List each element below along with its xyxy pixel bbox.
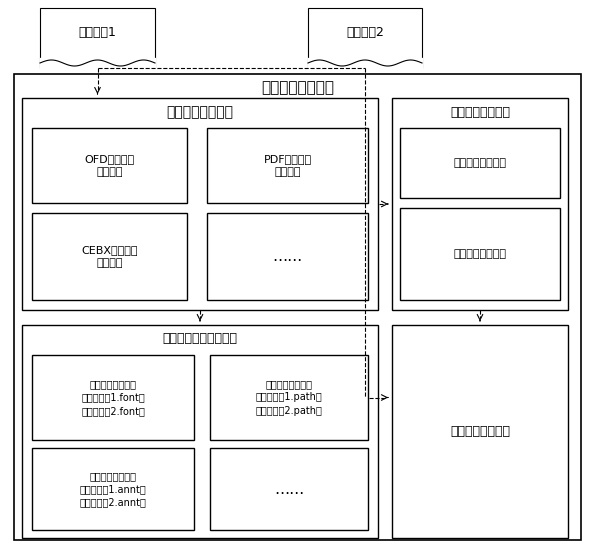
- Text: 版式文档1: 版式文档1: [79, 26, 117, 39]
- Text: PDF文档元素
提取引擎: PDF文档元素 提取引擎: [264, 154, 312, 177]
- Bar: [210, 355, 368, 440]
- Text: 文档元素对比模块: 文档元素对比模块: [450, 106, 510, 118]
- Text: 文字对象描述文件
（版式文档1.annt）
（版式文档2.annt）: 文字对象描述文件 （版式文档1.annt） （版式文档2.annt）: [80, 471, 146, 507]
- Text: OFD文档元素
提取引擎: OFD文档元素 提取引擎: [84, 154, 134, 177]
- Text: 元素对象统一抽象描述: 元素对象统一抽象描述: [162, 333, 237, 345]
- Bar: [210, 448, 368, 530]
- Bar: [400, 128, 560, 198]
- Text: 文字对象描述文件
（版式文档1.path）
（版式文档2.path）: 文字对象描述文件 （版式文档1.path） （版式文档2.path）: [256, 379, 322, 416]
- Text: ……: ……: [273, 249, 303, 264]
- Text: 文档元素提取模块: 文档元素提取模块: [167, 105, 233, 119]
- Text: 版式文档2: 版式文档2: [346, 26, 384, 39]
- Bar: [22, 98, 378, 310]
- Text: CEBX文档元素
提取引擎: CEBX文档元素 提取引擎: [82, 245, 138, 268]
- Text: 版式文档对比装置: 版式文档对比装置: [261, 81, 334, 95]
- Bar: [392, 98, 568, 310]
- Bar: [32, 448, 194, 530]
- Bar: [400, 208, 560, 300]
- Text: ……: ……: [274, 482, 304, 496]
- Text: 文档内容差异报告: 文档内容差异报告: [450, 425, 510, 438]
- Bar: [32, 128, 187, 203]
- Bar: [22, 325, 378, 538]
- Bar: [392, 325, 568, 538]
- Bar: [32, 213, 187, 300]
- Bar: [308, 8, 422, 68]
- Bar: [32, 355, 194, 440]
- Text: 文档元素比对算法: 文档元素比对算法: [453, 249, 506, 259]
- Text: 文档元素比对规则: 文档元素比对规则: [453, 158, 506, 168]
- Bar: [207, 128, 368, 203]
- Bar: [14, 74, 581, 540]
- Bar: [207, 213, 368, 300]
- Bar: [40, 8, 155, 68]
- Text: 文字对象描述文件
（版式文档1.font）
（版式文档2.font）: 文字对象描述文件 （版式文档1.font） （版式文档2.font）: [81, 379, 145, 416]
